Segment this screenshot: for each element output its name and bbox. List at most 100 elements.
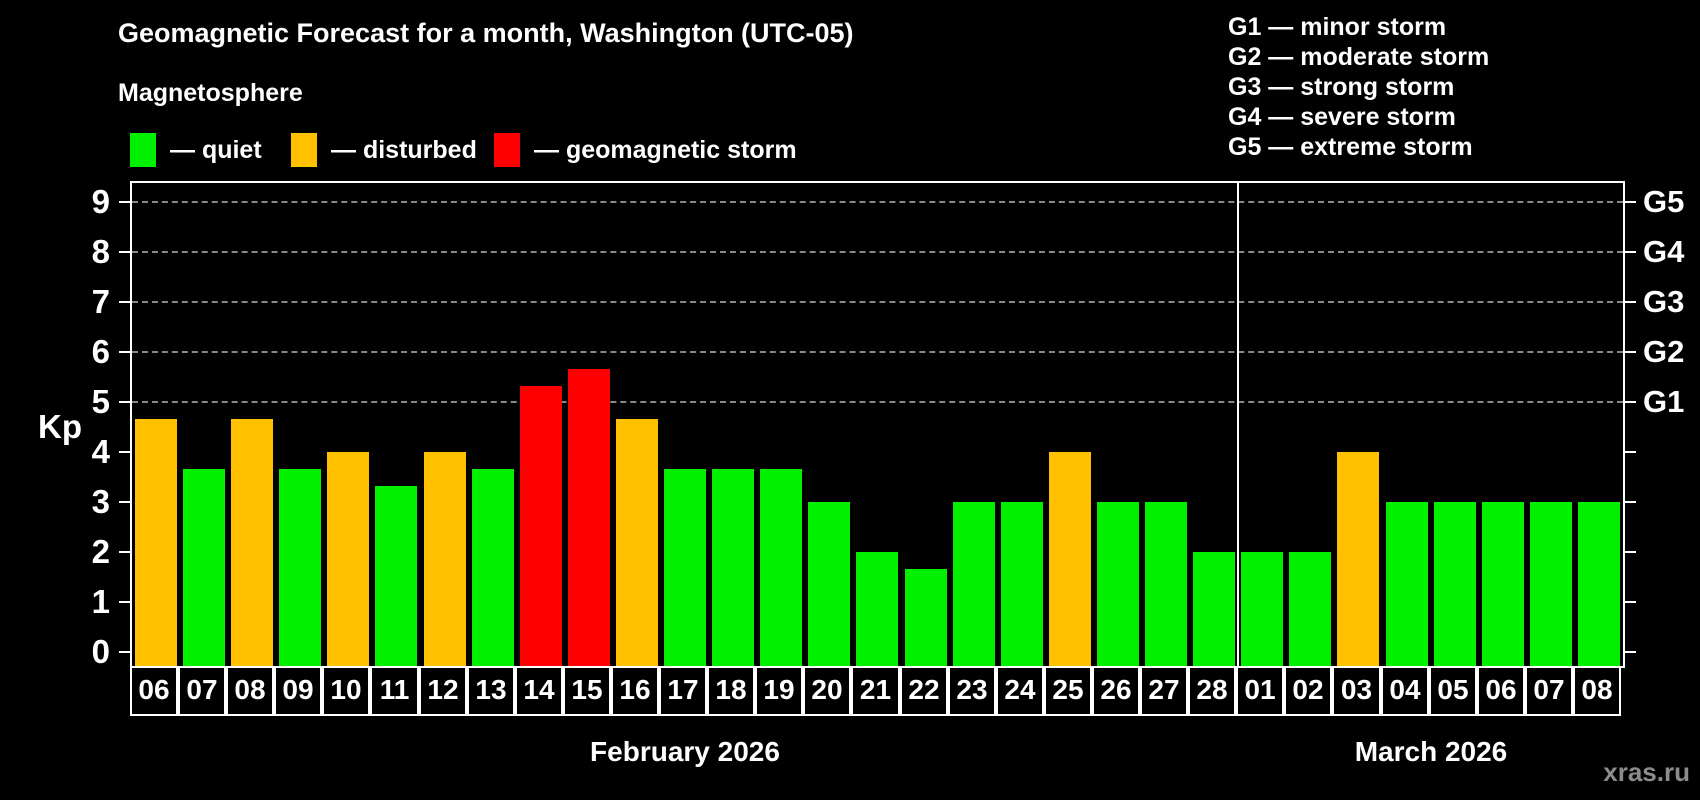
date-cell-february-16: 16 [611, 666, 659, 716]
gridline-kp8 [132, 251, 1623, 253]
y-axis-tick-left-4 [119, 451, 130, 453]
y-tick-label-4: 4 [91, 433, 110, 470]
y-tick-label-7: 7 [91, 283, 110, 320]
date-cell-february-25: 25 [1044, 666, 1092, 716]
legend-item-disturbed: — disturbed [291, 133, 477, 167]
legend-item-storm: — geomagnetic storm [494, 133, 797, 167]
kp-bar-march-04 [1386, 502, 1428, 666]
date-cell-february-12: 12 [419, 666, 467, 716]
kp-bar-february-13 [472, 469, 514, 667]
y-axis-label: Kp [38, 408, 82, 445]
kp-bar-february-22 [905, 569, 947, 667]
storm-scale-g5: G5 — extreme storm [1228, 133, 1473, 161]
y-axis-tick-left-7 [119, 301, 130, 303]
watermark: xras.ru [1603, 757, 1690, 787]
kp-bar-february-10 [327, 452, 369, 666]
date-cell-february-23: 23 [948, 666, 996, 716]
g-level-label-g2: G2 [1643, 334, 1685, 369]
gridline-kp5 [132, 401, 1623, 403]
date-cell-february-13: 13 [467, 666, 515, 716]
y-axis-tick-right-6 [1625, 351, 1636, 353]
y-tick-label-6: 6 [91, 333, 110, 370]
legend-label-quiet: — quiet [170, 136, 262, 164]
g-level-label-g4: G4 [1643, 234, 1685, 269]
y-axis-tick-right-8 [1625, 251, 1636, 253]
kp-bar-february-26 [1097, 502, 1139, 666]
date-cell-march-03: 03 [1332, 666, 1381, 716]
kp-bar-february-18 [712, 469, 754, 667]
date-cell-february-20: 20 [803, 666, 851, 716]
y-axis-tick-left-8 [119, 251, 130, 253]
chart-subtitle: Magnetosphere [118, 79, 303, 107]
date-cell-february-24: 24 [996, 666, 1044, 716]
date-cell-march-06: 06 [1477, 666, 1525, 716]
kp-bar-march-02 [1289, 552, 1331, 666]
kp-bar-february-16 [616, 419, 658, 667]
storm-scale-g3: G3 — strong storm [1228, 73, 1455, 101]
date-cell-february-06: 06 [130, 666, 178, 716]
storm-color-swatch [494, 133, 520, 167]
date-cell-february-11: 11 [370, 666, 419, 716]
kp-bar-february-15 [568, 369, 610, 667]
date-cell-february-21: 21 [851, 666, 900, 716]
month-label-march: March 2026 [1354, 736, 1508, 767]
date-cell-february-28: 28 [1188, 666, 1236, 716]
y-axis-tick-left-9 [119, 201, 130, 203]
kp-bar-march-06 [1482, 502, 1524, 666]
date-cell-march-04: 04 [1381, 666, 1429, 716]
kp-bar-march-05 [1434, 502, 1476, 666]
kp-bar-february-07 [183, 469, 225, 667]
kp-bar-february-23 [953, 502, 995, 666]
y-tick-label-8: 8 [91, 233, 110, 270]
y-axis-tick-left-0 [119, 651, 130, 653]
kp-bar-february-19 [760, 469, 802, 667]
date-cell-march-02: 02 [1284, 666, 1332, 716]
kp-bar-february-21 [856, 552, 898, 666]
date-cell-february-27: 27 [1140, 666, 1188, 716]
date-cell-february-22: 22 [900, 666, 948, 716]
y-axis-tick-left-2 [119, 551, 130, 553]
y-axis-tick-right-1 [1625, 601, 1636, 603]
legend-item-quiet: — quiet [130, 133, 262, 167]
y-axis-tick-left-1 [119, 601, 130, 603]
kp-bar-february-11 [375, 486, 417, 667]
g-level-label-g5: G5 [1643, 184, 1685, 219]
storm-scale-g4: G4 — severe storm [1228, 103, 1456, 131]
date-cell-march-01: 01 [1236, 666, 1284, 716]
date-cell-march-08: 08 [1573, 666, 1621, 716]
kp-bar-february-08 [231, 419, 273, 667]
kp-bar-february-14 [520, 386, 562, 667]
date-cell-february-08: 08 [226, 666, 274, 716]
legend-label-disturbed: — disturbed [331, 136, 477, 164]
date-cell-march-05: 05 [1429, 666, 1477, 716]
gridline-kp7 [132, 301, 1623, 303]
y-tick-label-1: 1 [91, 583, 110, 620]
page-title: Geomagnetic Forecast for a month, Washin… [118, 18, 854, 48]
gridline-kp9 [132, 201, 1623, 203]
y-axis-tick-right-3 [1625, 501, 1636, 503]
date-cell-march-07: 07 [1525, 666, 1573, 716]
g-level-label-g3: G3 [1643, 284, 1685, 319]
y-tick-label-2: 2 [91, 533, 110, 570]
kp-bar-february-28 [1193, 552, 1235, 666]
kp-bar-march-01 [1241, 552, 1283, 666]
g-level-label-g1: G1 [1643, 384, 1685, 419]
y-tick-label-0: 0 [91, 633, 110, 670]
y-axis-tick-left-6 [119, 351, 130, 353]
kp-bar-february-06 [135, 419, 177, 667]
y-axis-tick-right-4 [1625, 451, 1636, 453]
date-cell-february-18: 18 [707, 666, 755, 716]
y-axis-tick-right-5 [1625, 401, 1636, 403]
date-cell-february-07: 07 [178, 666, 226, 716]
date-cell-february-10: 10 [322, 666, 370, 716]
date-cell-february-19: 19 [755, 666, 803, 716]
y-axis-tick-left-3 [119, 501, 130, 503]
disturbed-color-swatch [291, 133, 317, 167]
y-tick-label-9: 9 [91, 183, 110, 220]
date-cell-february-17: 17 [659, 666, 707, 716]
storm-scale-g2: G2 — moderate storm [1228, 43, 1490, 71]
storm-scale-g1: G1 — minor storm [1228, 13, 1447, 41]
date-cell-february-15: 15 [563, 666, 611, 716]
date-cell-february-26: 26 [1092, 666, 1140, 716]
